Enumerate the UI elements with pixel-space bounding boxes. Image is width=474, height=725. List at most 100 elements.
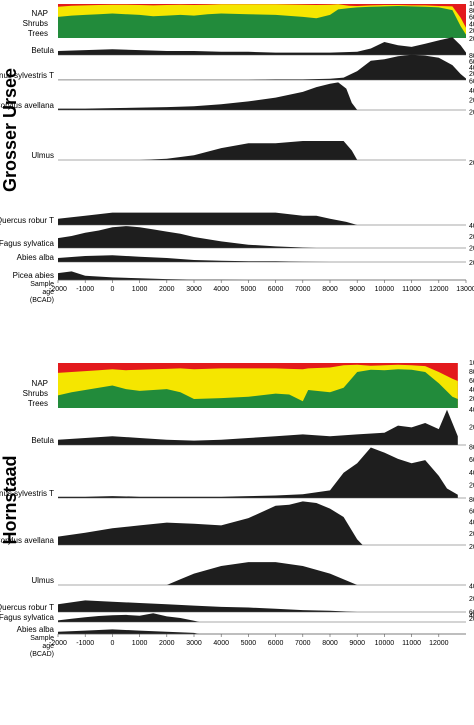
site-title: Grosser Ursee [0,68,20,192]
age-tick-label: 1000 [132,286,148,293]
comp-scale-tick: 20 [469,396,474,403]
comp-label-nap: NAP [32,9,48,18]
age-tick-label: 2000 [159,286,175,293]
taxon-scale-tick: 20 [469,424,474,431]
taxon-scale-tick: 40 [469,470,474,477]
age-axis-label: age [42,643,54,650]
comp-label-trees: Trees [28,29,48,38]
comp-label-trees: Trees [28,399,48,408]
taxon-scale-tick: 20 [469,531,474,538]
age-tick-label: 12000 [429,640,449,647]
taxon-label: Abies alba [17,253,55,262]
taxon-label: Corylus avellana [0,101,55,110]
taxon-label: Pinus sylvestris T [0,489,54,498]
taxon-curve-2 [58,82,358,110]
taxon-label: Betula [31,436,54,445]
taxon-scale-tick: 60 [469,78,474,85]
age-tick-label: -1000 [76,286,94,293]
taxon-curve-6 [58,255,330,262]
taxon-label: Quercus robur T [0,603,54,612]
taxon-scale-tick: 20 [469,109,474,116]
taxon-label: Fagus sylvatica [0,239,55,248]
taxon-scale-tick: 20 [469,71,474,78]
comp-scale-tick: 60 [469,378,474,385]
age-tick-label: 3000 [186,640,202,647]
taxon-scale-tick: 60 [469,59,474,66]
taxon-curve-0 [58,409,458,445]
comp-scale-tick: 80 [469,369,474,376]
taxon-scale-tick: 20 [469,596,474,603]
age-tick-label: 1000 [132,640,148,647]
taxon-curve-3 [58,141,358,160]
taxon-scale-tick: 40 [469,583,474,590]
age-tick-label: 11000 [402,286,421,293]
taxon-scale-tick: 20 [469,260,474,267]
taxon-scale-tick: 20 [469,234,474,241]
comp-scale-tick: 40 [469,387,474,394]
taxon-scale-tick: 20 [469,97,474,104]
taxon-curve-2 [58,501,363,545]
comp-label-shrubs: Shrubs [23,389,48,398]
taxon-scale-tick: 80 [469,497,474,504]
age-tick-label: -2000 [49,286,67,293]
age-axis-label: (BCAD) [30,651,54,658]
age-tick-label: 7000 [295,286,311,293]
taxon-label: Ulmus [31,576,54,585]
site-title: Hornstaad [0,455,20,544]
taxon-curve-1 [58,447,458,498]
taxon-scale-tick: 60 [469,609,474,616]
age-tick-label: 7000 [295,640,311,647]
taxon-label: Quercus robur T [0,216,54,225]
taxon-curve-6 [58,629,200,634]
taxon-curve-0 [58,37,466,55]
age-tick-label: 2000 [159,640,175,647]
taxon-curve-5 [58,613,200,622]
comp-label-nap: NAP [32,379,48,388]
age-tick-label: 0 [110,286,114,293]
age-tick-label: 9000 [349,640,365,647]
comp-scale-tick: 60 [469,15,474,22]
age-tick-label: 6000 [268,286,284,293]
age-tick-label: 13000 [456,286,474,293]
age-tick-label: 11000 [402,640,421,647]
age-tick-label: 0 [110,640,114,647]
taxon-scale-tick: 20 [469,36,474,43]
taxon-scale-tick: 60 [469,457,474,464]
age-tick-label: 4000 [213,640,229,647]
comp-scale-tick: 80 [469,8,474,15]
taxon-curve-5 [58,226,317,248]
age-tick-label: 5000 [241,640,257,647]
taxon-scale-tick: 40 [469,613,474,620]
comp-scale-tick: 40 [469,21,474,28]
panel-0: Grosser UrseeTreesShrubsNAP20406080100Be… [0,1,474,304]
taxon-label: Picea abies [13,271,54,280]
age-tick-label: 8000 [322,286,338,293]
age-tick-label: 12000 [429,286,449,293]
age-axis-label: Sample [30,281,54,288]
taxon-label: Ulmus [31,151,54,160]
taxon-label: Betula [31,46,54,55]
comp-scale-tick: 100 [469,1,474,8]
trees-area [58,369,458,408]
age-tick-label: 10000 [375,640,395,647]
taxon-label: Pinus sylvestris T [0,71,54,80]
taxon-scale-tick: 40 [469,65,474,72]
age-axis-label: Sample [30,635,54,642]
age-tick-label: 9000 [349,286,365,293]
taxon-scale-tick: 80 [469,445,474,452]
taxon-label: Corylus avellana [0,536,55,545]
age-tick-label: -1000 [76,640,94,647]
comp-scale-tick: 100 [469,360,474,367]
comp-scale-tick: 20 [469,28,474,35]
taxon-scale-tick: 40 [469,88,474,95]
panel-1: HornstaadTreesShrubsNAP20406080100Betula… [0,360,474,658]
taxon-scale-tick: 20 [469,482,474,489]
taxon-scale-tick: 40 [469,407,474,414]
age-tick-label: 3000 [186,286,202,293]
taxon-curve-7 [58,271,249,280]
taxon-scale-tick: 20 [469,616,474,623]
taxon-scale-tick: 40 [469,223,474,230]
age-tick-label: 8000 [322,640,338,647]
age-tick-label: 10000 [375,286,395,293]
taxon-scale-tick: 20 [469,160,474,167]
